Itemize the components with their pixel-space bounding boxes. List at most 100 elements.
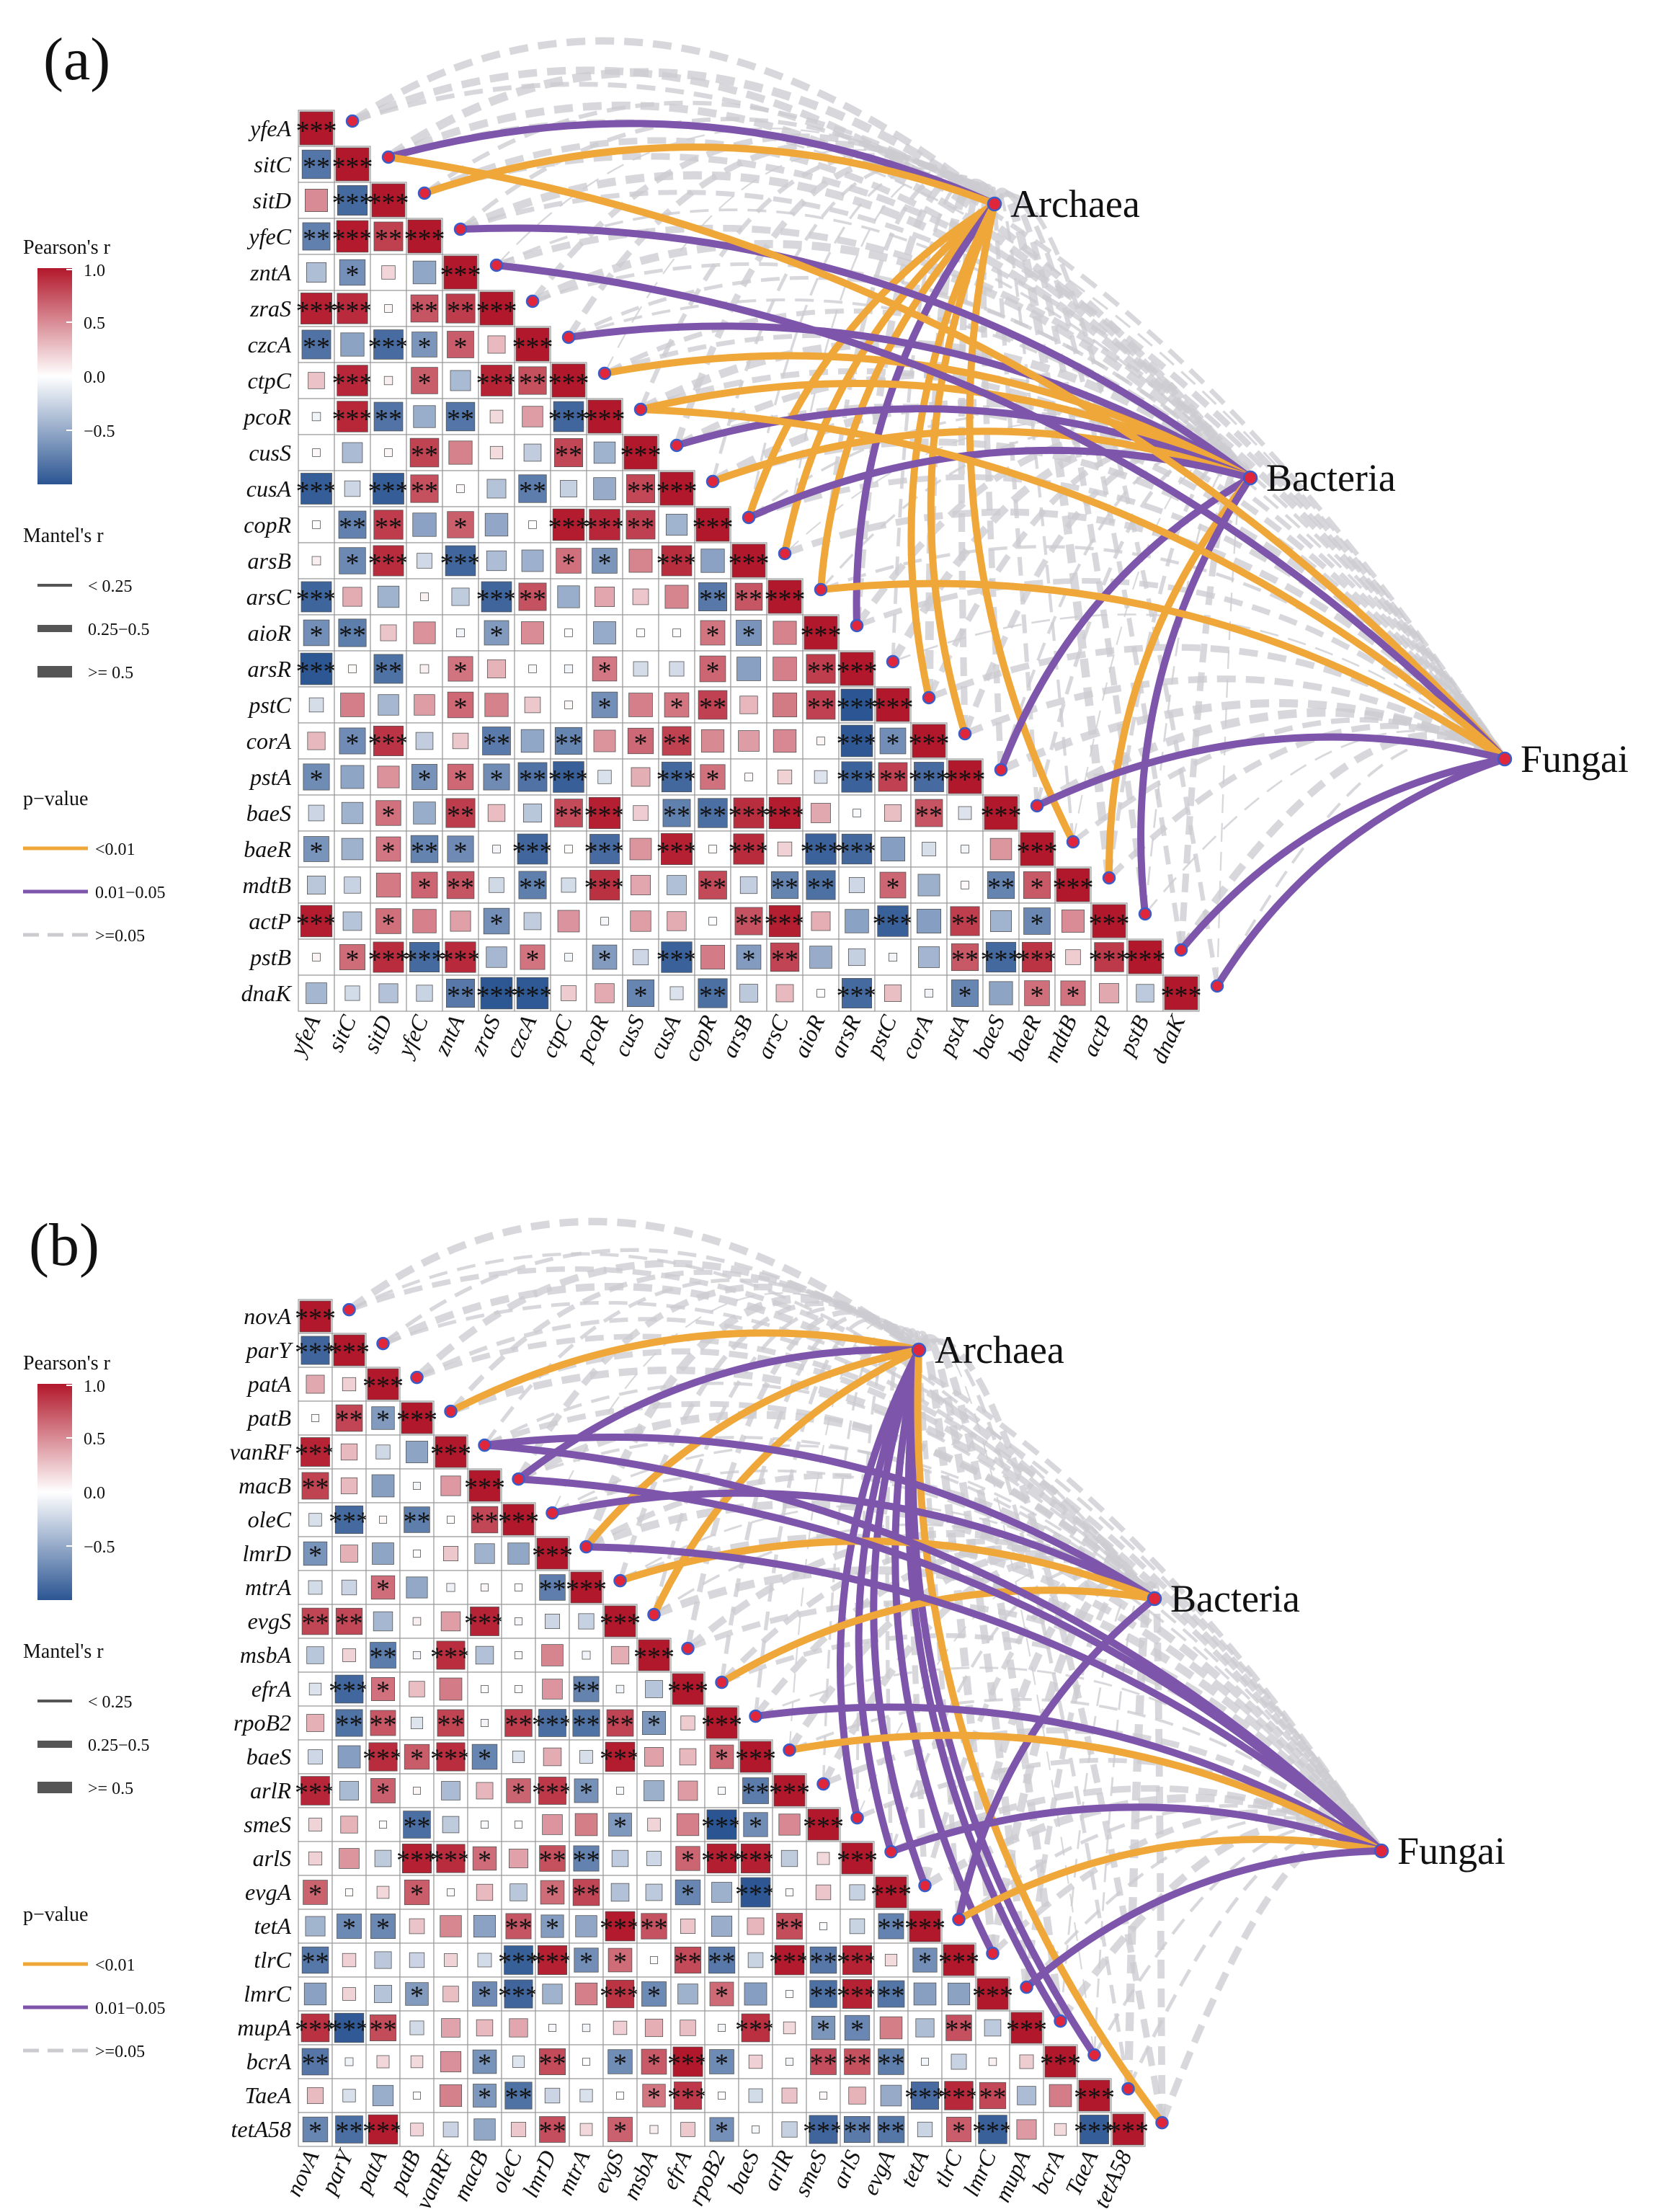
significance-stars: * <box>454 332 468 363</box>
significance-stars: *** <box>693 512 734 543</box>
significance-stars: *** <box>368 548 409 579</box>
group-node-fungai <box>1374 1843 1389 1859</box>
legend-mantel-title: Mantel's r <box>23 1640 104 1663</box>
significance-stars: *** <box>498 1981 539 2012</box>
matrix-cell <box>536 1537 569 1570</box>
matrix-cell <box>528 665 537 673</box>
link-nonsignificant <box>386 68 997 208</box>
matrix-cell <box>443 255 478 290</box>
row-label-mtrA: mtrA <box>245 1574 291 1600</box>
matrix-cell <box>1056 868 1090 902</box>
significance-stars: ** <box>302 2049 329 2079</box>
matrix-cell <box>340 332 365 357</box>
matrix-cell <box>564 845 573 853</box>
matrix-cell <box>785 2058 793 2066</box>
matrix-cell <box>951 943 979 972</box>
significance-stars: * <box>598 693 612 723</box>
matrix-cell <box>610 1645 630 1665</box>
link-bacteria-copR <box>745 446 1254 521</box>
significance-stars: *** <box>769 1947 810 1978</box>
matrix-cell <box>947 1982 971 2006</box>
matrix-cell <box>1094 942 1124 972</box>
link-nonsignificant <box>755 1666 1383 1852</box>
matrix-cell <box>597 770 612 784</box>
col-label-zraS: zraS <box>464 1011 505 1060</box>
panel-a: (a) Pearson's r 1.0 0.5 0.0 −0.5 Mantel's r < 0… <box>23 26 1629 1067</box>
matrix-cell <box>1017 2086 1036 2105</box>
row-label-mupA: mupA <box>237 2015 291 2040</box>
significance-stars: ** <box>505 1710 533 1741</box>
group-label-bacteria: Bacteria <box>1266 456 1396 499</box>
significance-stars: * <box>706 621 720 651</box>
matrix-cell <box>441 2018 460 2038</box>
significance-stars: ** <box>951 945 979 975</box>
matrix-cell <box>661 941 693 973</box>
gene-endpoint-dot <box>417 186 432 200</box>
significance-stars: *** <box>440 548 481 579</box>
matrix-cell <box>523 912 542 930</box>
matrix-cell <box>471 1506 499 1534</box>
matrix-cell <box>412 512 437 537</box>
matrix-cell <box>632 949 649 966</box>
significance-stars: *** <box>332 152 373 182</box>
matrix-cell <box>699 655 726 683</box>
matrix-cell <box>588 796 621 830</box>
matrix-cell <box>374 1951 392 1969</box>
matrix-cell <box>373 941 404 973</box>
matrix-cell <box>509 1883 528 1901</box>
col-label-baeR: baeR <box>1002 1010 1046 1065</box>
significance-stars: ** <box>539 2117 566 2147</box>
significance-stars: *** <box>295 1778 336 1808</box>
legend-p-title: p−value <box>23 788 88 810</box>
col-label-evgA: evgA <box>857 2146 900 2199</box>
row-label-parY: parY <box>245 1337 293 1363</box>
matrix-cell <box>301 149 331 179</box>
matrix-cell <box>542 1814 563 1835</box>
matrix-cell <box>489 877 504 893</box>
significance-stars: ** <box>735 585 762 615</box>
gene-endpoint-dot <box>579 1540 593 1554</box>
matrix-cell <box>718 2092 726 2100</box>
matrix-cell <box>574 1982 598 2006</box>
matrix-cell <box>442 2121 459 2138</box>
matrix-cell <box>880 836 906 862</box>
row-label-lmrD: lmrD <box>242 1540 291 1566</box>
significance-stars: ** <box>699 585 726 615</box>
row-label-copR: copR <box>244 512 291 538</box>
matrix-cell <box>338 618 367 647</box>
legend-pearson-tick: 1.0 <box>84 262 105 280</box>
matrix-cell <box>471 1744 498 1770</box>
col-label-mtrA: mtrA <box>552 2146 595 2199</box>
matrix-cell <box>338 510 367 539</box>
matrix-cell <box>448 656 473 682</box>
matrix-cell <box>1023 871 1051 900</box>
significance-stars: * <box>579 1947 593 1978</box>
matrix-cell <box>414 694 435 716</box>
matrix-cell <box>307 732 326 750</box>
significance-stars: *** <box>803 1812 844 1842</box>
link-nonsignificant <box>916 1338 1165 2123</box>
matrix-cell <box>662 726 692 756</box>
matrix-cell <box>736 944 762 970</box>
link-nonsignificant <box>496 208 1252 479</box>
matrix-cell <box>404 1879 430 1906</box>
significance-stars: *** <box>837 1947 878 1978</box>
significance-stars: *** <box>368 188 409 218</box>
matrix-cell-frame <box>838 866 876 904</box>
significance-stars: *** <box>440 260 481 290</box>
significance-stars: *** <box>837 981 878 1011</box>
significance-stars: ** <box>336 1405 363 1436</box>
significance-stars: ** <box>878 1981 905 2012</box>
matrix-cell <box>961 845 969 853</box>
significance-stars: ** <box>539 2049 566 2079</box>
link-nonsignificant <box>927 644 1507 762</box>
row-label-zntA: zntA <box>249 259 291 285</box>
matrix-cell <box>409 2020 424 2035</box>
matrix-cell <box>879 2016 903 2040</box>
significance-stars: *** <box>368 729 409 759</box>
matrix-cell <box>450 370 471 391</box>
col-label-tetA: tetA <box>894 2146 934 2190</box>
matrix-cell <box>633 805 649 821</box>
matrix-cell <box>811 911 831 931</box>
significance-stars: * <box>952 2117 966 2147</box>
